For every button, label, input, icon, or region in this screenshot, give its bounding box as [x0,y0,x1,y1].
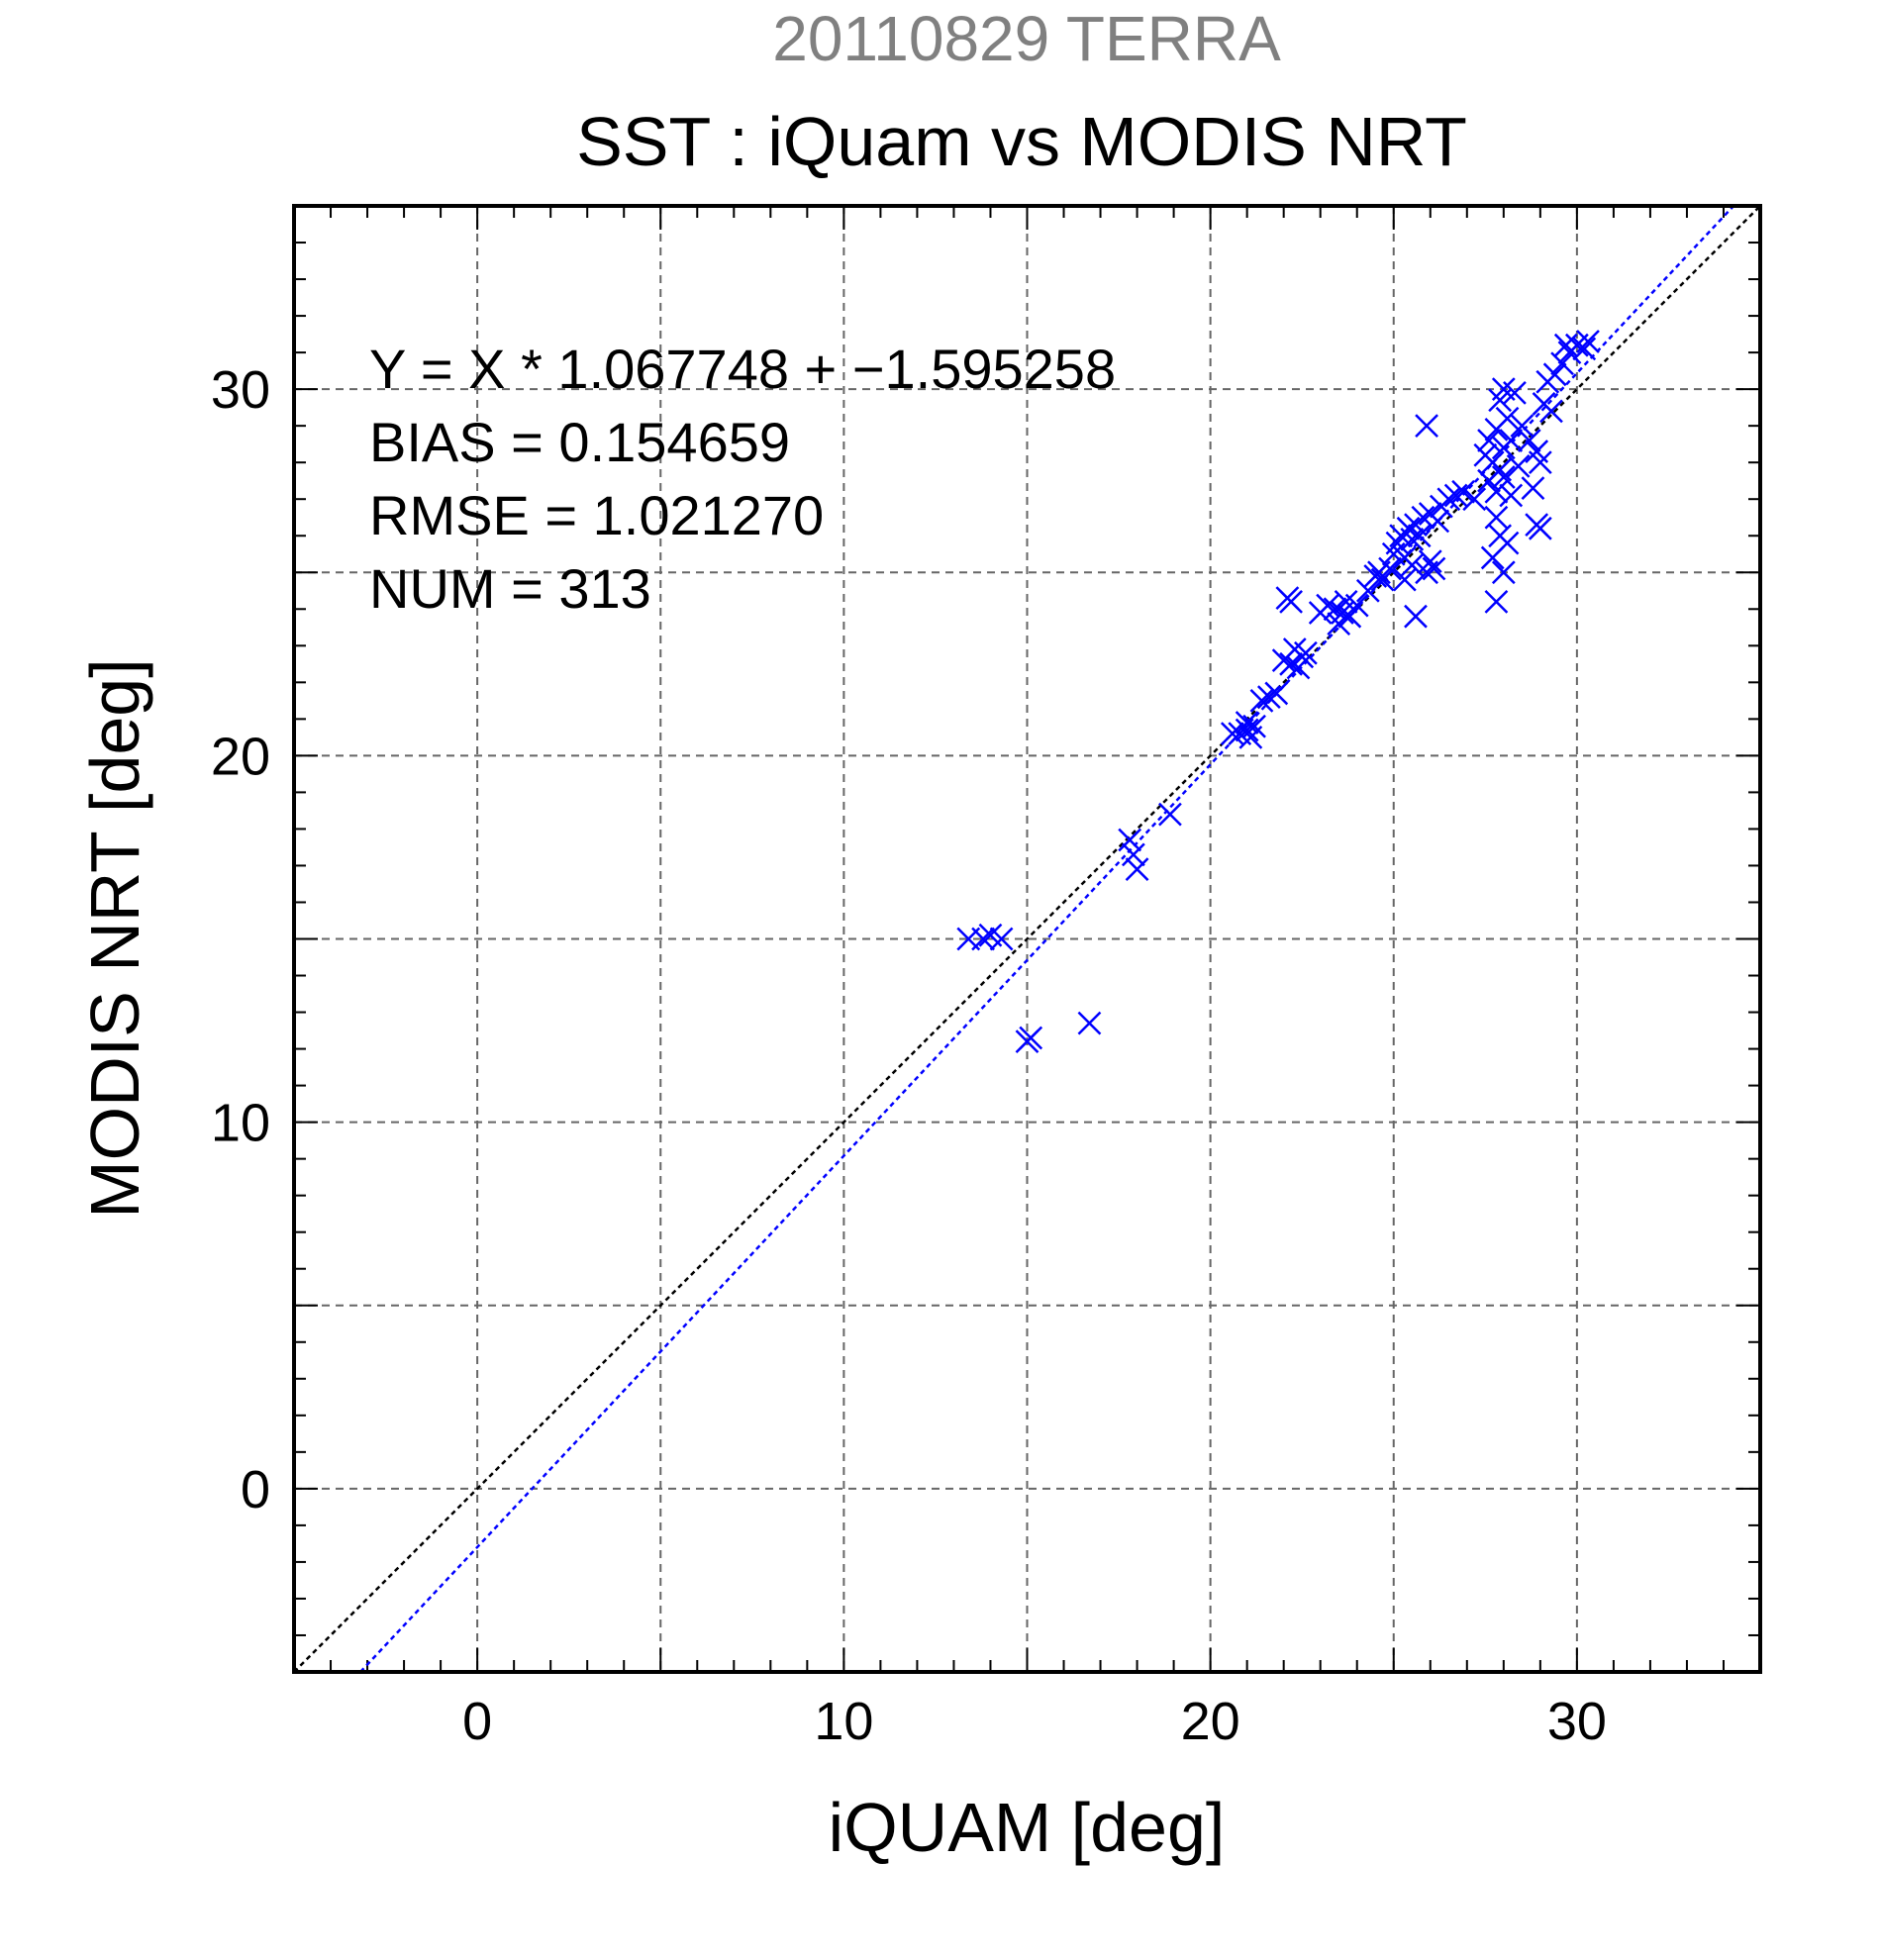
chart-subtitle: 20110829 TERRA [772,3,1281,74]
reference-lines [293,205,1761,1673]
stats-line: BIAS = 0.154659 [369,411,790,473]
data-point-marker [1499,429,1524,452]
data-point-marker [1539,399,1563,424]
data-point-marker [989,927,1014,951]
data-point-marker [1249,688,1274,713]
data-point-marker [1422,556,1446,581]
plot-frame [292,204,1762,1674]
data-point-marker [1077,1011,1102,1035]
x-tick-label: 30 [1547,1692,1607,1751]
data-point-marker [1279,589,1303,614]
x-axis-label: iQUAM [deg] [829,1789,1226,1866]
data-point-marker [1158,802,1182,827]
data-point-marker [1528,516,1552,540]
data-point-marker [1316,593,1339,618]
data-point-marker [1370,567,1395,592]
data-point-marker [1355,578,1380,603]
data-point-marker [1411,505,1436,530]
x-tick-label: 20 [1181,1692,1240,1751]
stats-line: NUM = 313 [369,557,651,620]
data-point-marker [1550,351,1574,376]
data-point-marker [1503,380,1527,405]
data-point-marker [1477,468,1501,493]
data-point-marker [1323,597,1347,622]
stats-line: RMSE = 1.021270 [369,484,824,546]
data-point-marker [1418,549,1442,574]
data-point-marker [1451,479,1475,504]
data-point-marker [1121,842,1145,867]
data-point-marker [1462,487,1487,512]
data-point-marker [1256,685,1281,710]
data-point-marker [1528,450,1552,475]
data-point-marker [1019,1026,1043,1050]
data-point-marker [1436,487,1461,512]
data-point-marker [1385,531,1410,555]
data-point-marker [1125,857,1149,882]
data-point-marker [1404,604,1428,629]
y-tick-label: 10 [211,1094,270,1153]
data-point-marker [1521,476,1545,500]
data-point-marker [1400,528,1425,551]
data-point-marker [1576,330,1600,353]
data-point-marker [1235,711,1259,735]
stats-line: Y = X * 1.067748 + −1.595258 [369,338,1116,400]
data-point-marker [1264,681,1289,706]
data-point-marker [971,927,995,951]
data-point-marker [1443,483,1468,508]
data-point-marker [1510,414,1534,439]
data-point-marker [1499,483,1524,508]
data-point-marker [1484,505,1509,530]
data-point-marker [1506,453,1531,478]
chart-title: SST : iQuam vs MODIS NRT [576,103,1467,180]
data-point-marker [1220,722,1244,746]
data-point-marker [1415,414,1438,439]
data-point-marker [1477,429,1501,452]
data-point-marker [1572,337,1597,361]
data-point-marker [1517,429,1541,452]
x-tick-label: 10 [814,1692,873,1751]
data-point-marker [1542,362,1567,387]
data-point-marker [1491,465,1516,489]
data-point-marker [1235,718,1259,742]
data-point-marker [1282,637,1307,661]
x-tick-label: 0 [462,1692,492,1751]
data-point-marker [1484,589,1509,614]
stats-block: Y = X * 1.067748 + −1.595258 BIAS = 0.154… [369,338,1116,620]
data-point-marker [1118,828,1142,852]
x-tick-labels: 0 10 20 30 [462,1692,1607,1751]
data-point-marker [1495,531,1520,555]
y-tick-label: 0 [241,1460,270,1519]
grid [294,206,1760,1672]
data-point-marker [1553,333,1578,357]
y-tick-label: 30 [211,360,270,420]
data-point-marker [1344,593,1369,618]
data-points [956,330,1600,1054]
identity-line [293,205,1761,1673]
data-point-marker [1495,406,1520,431]
data-point-marker [1392,567,1417,592]
y-axis-label: MODIS NRT [deg] [76,658,153,1218]
data-point-marker [1426,509,1450,534]
data-point-marker [1400,552,1425,577]
data-point-marker [1242,714,1266,738]
data-point-marker [1367,560,1391,585]
y-tick-label: 20 [211,727,270,786]
data-point-marker [1337,604,1362,629]
y-tick-labels: 0 10 20 30 [211,360,270,1519]
data-point-marker [1491,560,1516,585]
data-point-marker [1407,524,1432,548]
data-point-marker [1327,612,1351,636]
data-point-marker [1484,479,1509,504]
data-point-marker [1279,651,1303,676]
